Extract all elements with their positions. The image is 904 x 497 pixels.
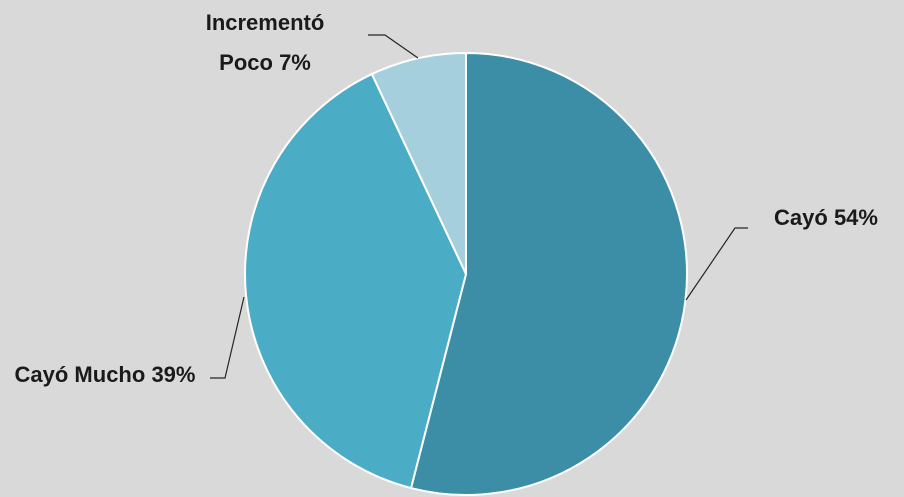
category-label: Cayó [774,205,828,230]
leader-line [210,296,245,379]
pie-slice [409,51,688,496]
pie-slice [244,72,468,490]
data-label: Cayó Mucho 39% [10,355,200,395]
data-label: Cayó 54% [746,198,904,238]
data-label: Incrementó Poco 7% [185,3,345,83]
leader-line [685,227,748,301]
category-label: Cayó Mucho [14,362,146,387]
value-label: 54% [833,205,878,230]
category-label: Incrementó Poco [205,10,325,75]
leader-line [368,34,419,59]
value-label: 39% [151,362,196,387]
pie-slice [370,51,467,275]
value-label: 7% [279,50,311,75]
